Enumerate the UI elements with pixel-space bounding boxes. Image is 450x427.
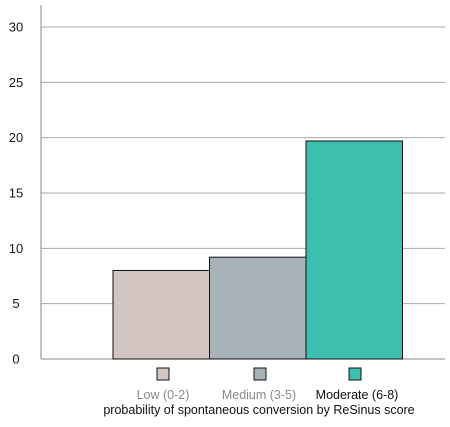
y-tick-label: 15 [9, 186, 23, 201]
x-axis-label: probability of spontaneous conversion by… [103, 403, 414, 417]
legend-swatch [156, 367, 170, 381]
y-tick-label: 5 [12, 296, 19, 311]
bars [112, 140, 403, 360]
legend-label: Moderate (6-8) [316, 388, 399, 402]
y-tick-label: 20 [9, 130, 23, 145]
bar [209, 256, 307, 360]
y-tick-label: 0 [12, 352, 19, 367]
y-tick-label: 30 [9, 20, 23, 35]
y-tick-labels: 0 5 10 15 20 25 30 [9, 20, 23, 367]
gridlines [41, 26, 445, 360]
legend-swatch [253, 367, 267, 381]
legend: Low (0-2) Medium (3-5) Moderate (6-8) [137, 367, 399, 402]
bar [305, 140, 403, 360]
bar [112, 269, 210, 360]
legend-label: Medium (3-5) [222, 388, 296, 402]
legend-swatch [348, 367, 362, 381]
y-tick-label: 10 [9, 241, 23, 256]
legend-label: Low (0-2) [137, 388, 190, 402]
y-tick-label: 25 [9, 75, 23, 90]
